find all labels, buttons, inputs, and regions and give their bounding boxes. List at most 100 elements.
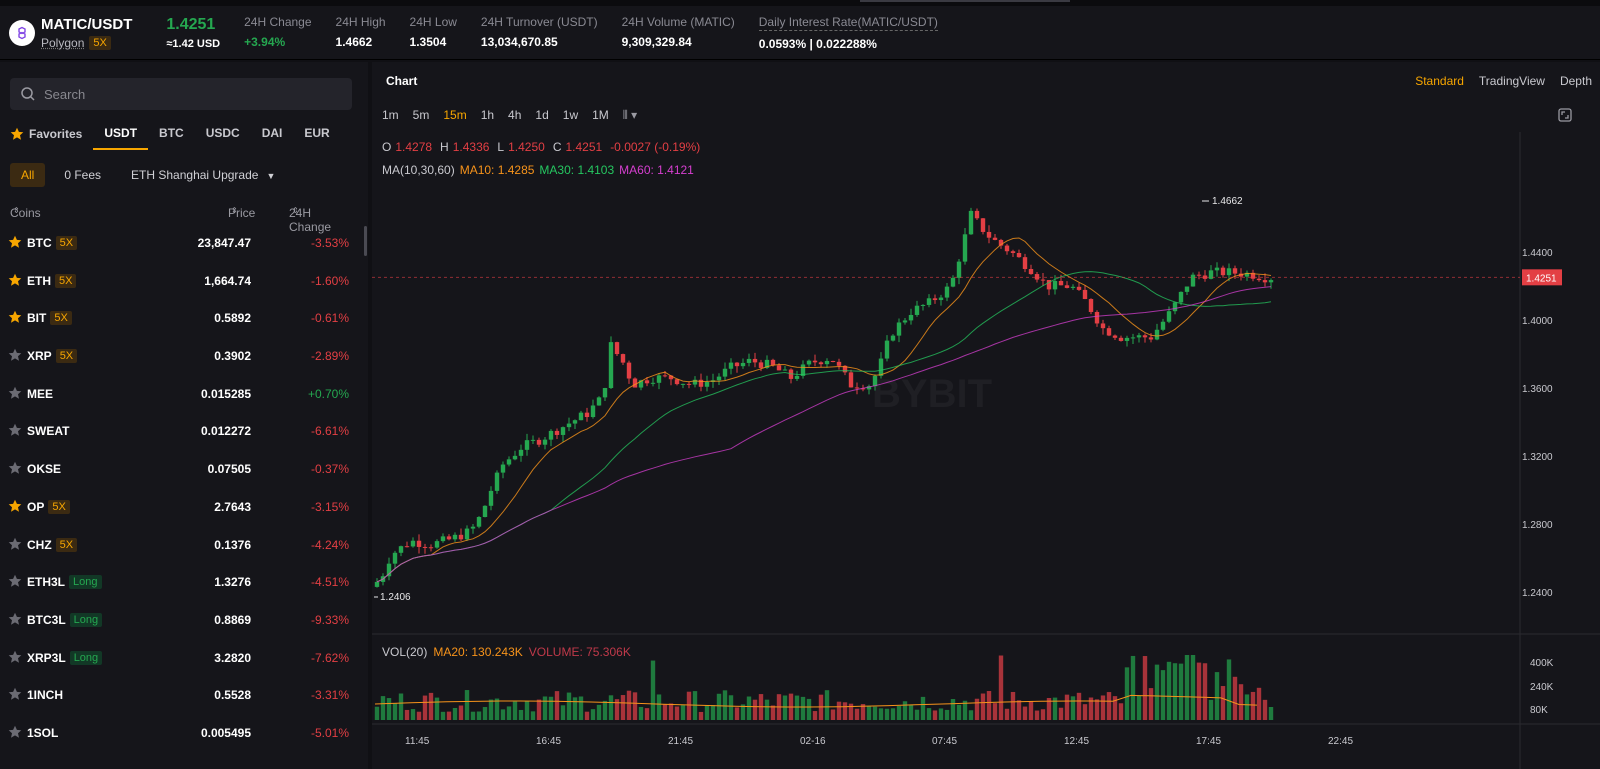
candle-body <box>848 372 854 388</box>
coin-row[interactable]: BIT 5X 0.5892 -0.61% <box>0 300 368 338</box>
volume-bar <box>950 699 956 720</box>
volume-bar <box>1070 696 1076 720</box>
candlestick-chart[interactable]: BYBIT 1.4400 1.4000 1.3600 1.3200 1.2800 1.240… <box>372 62 1600 769</box>
favorite-star-icon[interactable] <box>8 725 22 739</box>
stat-value: 0.0593% | 0.022288% <box>758 36 877 51</box>
candle-body <box>650 382 656 384</box>
candle-body <box>440 536 446 542</box>
stat-label: 24H Low <box>409 14 457 29</box>
volume-bar <box>638 706 644 720</box>
favorite-star-icon[interactable] <box>8 574 22 588</box>
volume-bar <box>764 699 770 720</box>
candle-body <box>1124 337 1130 341</box>
view-tab-tradingview[interactable]: TradingView <box>1478 74 1545 88</box>
candle-body <box>476 517 482 527</box>
favorite-star-icon[interactable] <box>8 273 22 287</box>
volume-bars <box>374 655 1274 720</box>
interval-4h[interactable]: 4h <box>508 108 522 122</box>
coin-row[interactable]: BTC3L Long 0.8869 -9.33% <box>0 602 368 640</box>
ma-label: MA(10,30,60) <box>382 163 455 177</box>
candle-body <box>1208 270 1214 279</box>
coin-row[interactable]: OP 5X 2.7643 -3.15% <box>0 489 368 527</box>
favorite-star-icon[interactable] <box>8 537 22 551</box>
coin-row[interactable]: ETH 5X 1,664.74 -1.60% <box>0 263 368 301</box>
candle-body <box>584 412 590 418</box>
view-tab-depth[interactable]: Depth <box>1559 74 1592 88</box>
volume-readout: VOL(20) MA20: 130.243K VOLUME: 75.306K <box>382 645 631 659</box>
stat-label: 24H Volume (MATIC) <box>621 14 735 29</box>
quote-tab-usdt[interactable]: USDT <box>93 126 149 150</box>
candle-body <box>1046 280 1052 290</box>
interval-5m[interactable]: 5m <box>412 108 430 122</box>
coin-row[interactable]: BTC 5X 23,847.47 -3.53% <box>0 225 368 263</box>
view-tab-standard[interactable]: Standard <box>1415 74 1464 88</box>
quote-tab-dai[interactable]: DAI <box>251 126 294 150</box>
interval-1M[interactable]: 1M <box>592 108 609 122</box>
quote-tab-eur[interactable]: EUR <box>293 126 340 150</box>
coin-price: 1,664.74 <box>204 273 251 288</box>
list-scrollbar[interactable] <box>364 226 367 256</box>
pair-selector[interactable]: MATIC/USDT Polygon 5X <box>41 16 132 50</box>
volume-bar <box>1160 670 1166 720</box>
candle-body <box>716 376 722 381</box>
quote-tab-btc[interactable]: BTC <box>148 126 195 150</box>
filter-tab-1[interactable]: 0 Fees <box>53 163 112 187</box>
favorite-star-icon[interactable] <box>8 348 22 362</box>
stat-label[interactable]: Daily Interest Rate(MATIC/USDT) <box>758 14 938 31</box>
favorite-star-icon[interactable] <box>8 499 22 513</box>
volume-bar <box>524 701 530 720</box>
search-box[interactable] <box>10 78 352 110</box>
favorite-star-icon[interactable] <box>8 235 22 249</box>
volume-bar <box>548 696 554 720</box>
volume-bar <box>962 700 968 720</box>
volume-ma-line <box>374 694 1258 708</box>
search-input[interactable] <box>44 86 334 102</box>
coin-price: 0.07505 <box>207 462 251 477</box>
coin-price: 0.005495 <box>200 725 251 740</box>
interval-15m[interactable]: 15m <box>443 108 467 122</box>
candle-body <box>530 439 536 441</box>
candle-body <box>674 379 680 385</box>
favorite-star-icon[interactable] <box>8 687 22 701</box>
favorite-star-icon[interactable] <box>8 310 22 324</box>
favorite-star-icon[interactable] <box>8 423 22 437</box>
fullscreen-icon[interactable] <box>1558 108 1572 122</box>
volume-bar <box>914 709 920 720</box>
coin-row[interactable]: ETH3L Long 1.3276 -4.51% <box>0 564 368 602</box>
coin-name: XRP <box>27 349 52 364</box>
quote-tab-favorites[interactable]: Favorites <box>10 126 93 150</box>
interval-1m[interactable]: 1m <box>382 108 399 122</box>
filter-tab-0[interactable]: All <box>10 163 46 187</box>
candle-body <box>1160 321 1166 330</box>
network-label[interactable]: Polygon <box>41 35 85 50</box>
favorite-star-icon[interactable] <box>8 461 22 475</box>
chart-type-selector[interactable]: ⫴ ▾ <box>622 108 638 122</box>
coin-name: BIT <box>27 311 47 326</box>
coin-row[interactable]: CHZ 5X 0.1376 -4.24% <box>0 527 368 565</box>
quote-tab-usdc[interactable]: USDC <box>195 126 251 150</box>
coin-row[interactable]: 1SOL 0.005495 -5.01% <box>0 715 368 753</box>
candle-body <box>728 362 734 369</box>
interval-1w[interactable]: 1w <box>562 108 579 122</box>
stat-1: 24H High 1.4662 <box>336 15 386 51</box>
filter-tab-2[interactable]: ETH Shanghai Upgrade ▼ <box>120 163 286 187</box>
favorite-star-icon[interactable] <box>8 650 22 664</box>
coin-row[interactable]: SWEAT 0.012272 -6.61% <box>0 413 368 451</box>
favorite-star-icon[interactable] <box>8 386 22 400</box>
volume-bar <box>1010 691 1016 720</box>
volume-bar <box>1058 707 1064 720</box>
coin-row[interactable]: OKSE 0.07505 -0.37% <box>0 451 368 489</box>
coin-row[interactable]: MEE 0.015285 +0.70% <box>0 376 368 414</box>
candle-body <box>1178 291 1184 303</box>
interval-1h[interactable]: 1h <box>480 108 495 122</box>
ohlc-change: -0.0027 (-0.19%) <box>610 140 701 154</box>
bybit-watermark: BYBIT <box>872 372 992 416</box>
coin-row[interactable]: XRP3L Long 3.2820 -7.62% <box>0 640 368 678</box>
coin-row[interactable]: XRP 5X 0.3902 -2.89% <box>0 338 368 376</box>
interval-1d[interactable]: 1d <box>535 108 549 122</box>
ohlc-readout: O 1.4278 H 1.4336 L 1.4250 C 1.4251 -0.0027 … <box>382 140 701 154</box>
coin-row[interactable]: 1INCH 0.5528 -3.31% <box>0 677 368 715</box>
top-strip <box>0 0 1600 6</box>
favorite-star-icon[interactable] <box>8 612 22 626</box>
time-axis-label: 22:45 <box>1328 736 1353 747</box>
